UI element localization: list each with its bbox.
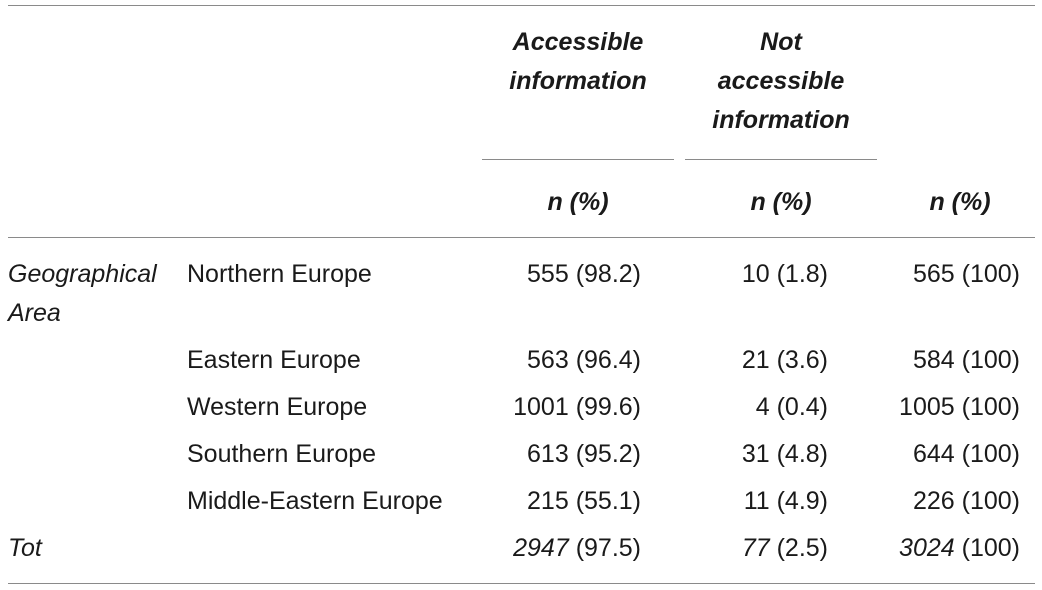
row-label: Western Europe xyxy=(187,393,368,421)
total-cell: 644 (100) xyxy=(912,440,1020,468)
not-accessible-cell: 11 (4.9) xyxy=(743,487,828,515)
total-not-accessible-cell: 77 (2.5) xyxy=(741,534,828,562)
col-header-not-accessible-line-1: Not xyxy=(760,28,802,56)
not-accessible-spanner-rule xyxy=(685,159,877,160)
accessible-spanner-rule xyxy=(482,159,674,160)
total-cell: 584 (100) xyxy=(912,346,1020,374)
row-label: Eastern Europe xyxy=(187,346,361,374)
col-header-accessible-line-1: Accessible xyxy=(512,28,644,56)
total-cell: 226 (100) xyxy=(912,487,1020,515)
col-header-not-accessible-line-2: accessible xyxy=(717,67,845,95)
unit-header-total: n (%) xyxy=(929,188,991,216)
row-label: Middle-Eastern Europe xyxy=(187,487,443,515)
grand-total-cell: 3024 (100) xyxy=(899,534,1020,562)
accessible-cell: 555 (98.2) xyxy=(527,260,641,288)
col-header-not-accessible-line-3: information xyxy=(712,106,850,134)
unit-header-not-accessible: n (%) xyxy=(750,188,812,216)
total-label: Tot xyxy=(8,534,42,562)
accessible-cell: 613 (95.2) xyxy=(527,440,641,468)
row-label: Southern Europe xyxy=(187,440,377,468)
table-top-rule xyxy=(8,5,1035,6)
not-accessible-cell: 31 (4.8) xyxy=(741,440,828,468)
total-cell: 1005 (100) xyxy=(899,393,1020,421)
row-label: Northern Europe xyxy=(187,260,372,288)
not-accessible-cell: 4 (0.4) xyxy=(755,393,828,421)
table-bottom-rule xyxy=(8,583,1035,584)
row-group-label-line-1: Geographical xyxy=(8,260,157,288)
accessible-cell: 563 (96.4) xyxy=(527,346,641,374)
accessible-cell: 1001 (99.6) xyxy=(513,393,641,421)
not-accessible-cell: 10 (1.8) xyxy=(741,260,828,288)
total-accessible-cell: 2947 (97.5) xyxy=(513,534,641,562)
not-accessible-cell: 21 (3.6) xyxy=(741,346,828,374)
accessible-cell: 215 (55.1) xyxy=(527,487,641,515)
col-header-accessible-line-2: information xyxy=(509,67,647,95)
unit-header-accessible: n (%) xyxy=(547,188,609,216)
total-cell: 565 (100) xyxy=(912,260,1020,288)
header-bottom-rule xyxy=(8,237,1035,238)
row-group-label-line-2: Area xyxy=(8,299,61,327)
